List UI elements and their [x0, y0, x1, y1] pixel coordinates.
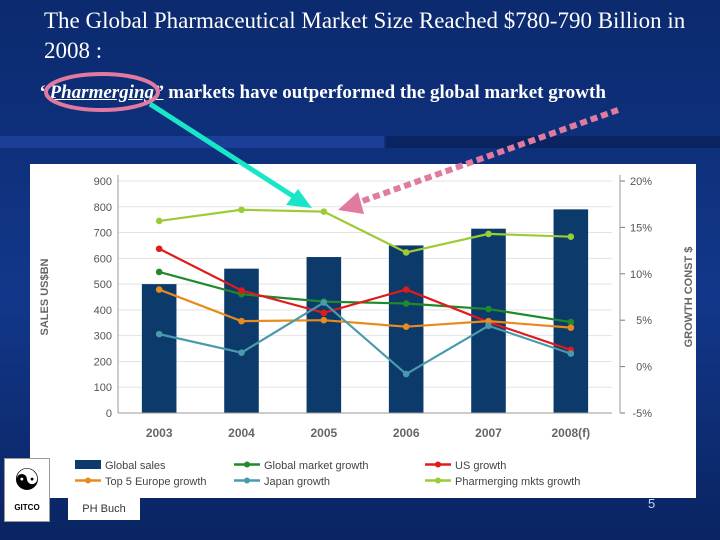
point-us-growth — [320, 309, 328, 317]
category-label: 2007 — [475, 426, 502, 440]
cyan-arrowhead — [286, 189, 312, 208]
point-us-growth — [402, 286, 410, 293]
point-top-5-europe-growth — [155, 286, 163, 293]
left-tick-label: 400 — [94, 305, 112, 317]
legend: Global sales Global market growth US growt… — [75, 460, 580, 488]
point-pharmerging-mkts-growth — [485, 230, 492, 238]
point-japan-growth — [567, 350, 575, 357]
point-top-5-europe-growth — [567, 324, 575, 331]
legend-label: Japan growth — [264, 476, 330, 488]
right-tick-label: 10% — [630, 269, 652, 281]
bar-global-sales — [306, 257, 342, 413]
legend-swatch — [75, 460, 101, 469]
point-japan-growth — [238, 349, 245, 356]
dotted-arrowhead — [338, 192, 364, 214]
category-label: 2006 — [393, 426, 420, 440]
legend-label: US growth — [455, 460, 506, 472]
left-axis-title: SALES US$BN — [39, 258, 51, 335]
cyan-arrow — [148, 101, 298, 201]
legend-swatch-marker — [435, 477, 441, 484]
right-tick-label: 20% — [630, 176, 652, 188]
point-top-5-europe-growth — [402, 323, 410, 330]
company-logo: ☯ GITCO — [4, 458, 50, 522]
left-tick-label: 100 — [94, 382, 112, 394]
subtitle-emphasis: Pharmerging” — [49, 82, 164, 103]
point-global-market-growth — [567, 318, 575, 326]
legend-label: Global sales — [105, 460, 166, 472]
left-tick-label: 300 — [94, 331, 112, 343]
line-top-5-europe-growth — [158, 288, 571, 329]
highlight-ellipse — [44, 72, 160, 112]
right-axis-title: GROWTH CONST $ — [683, 247, 695, 348]
legend-swatch-marker — [85, 477, 91, 484]
bar-global-sales — [141, 284, 177, 413]
left-tick-label: 600 — [94, 253, 112, 265]
line-pharmerging-mkts-growth — [159, 208, 571, 254]
legend-label: Top 5 Europe growth — [105, 476, 207, 488]
line-japan-growth — [158, 301, 572, 376]
point-pharmerging-mkts-growth — [402, 249, 410, 256]
point-japan-growth — [320, 299, 328, 306]
category-label: 2008(f) — [551, 426, 590, 440]
point-top-5-europe-growth — [238, 317, 245, 325]
author-label: PH Buch — [68, 498, 140, 520]
right-tick-label: -5% — [632, 408, 652, 420]
legend-swatch-marker — [244, 461, 250, 468]
category-label: 2004 — [228, 426, 255, 440]
point-pharmerging-mkts-growth — [155, 217, 163, 225]
bar-series — [141, 209, 589, 413]
annotations — [44, 72, 620, 214]
slide-title: The Global Pharmaceutical Market Size Re… — [44, 8, 686, 63]
point-global-market-growth — [402, 300, 410, 307]
right-tick-label: 5% — [636, 315, 652, 327]
divider-bar — [0, 136, 720, 148]
point-us-growth — [238, 287, 245, 294]
legend-label: Pharmerging mkts growth — [455, 476, 580, 488]
left-tick-label: 900 — [94, 176, 112, 188]
point-japan-growth — [155, 330, 163, 338]
category-label: 2003 — [146, 426, 173, 440]
right-tick-label: 0% — [636, 362, 652, 374]
category-label: 2005 — [310, 426, 337, 440]
left-tick-label: 0 — [106, 408, 112, 420]
legend-label: Global market growth — [264, 460, 369, 472]
point-global-market-growth — [155, 268, 163, 276]
page-number: 5 — [648, 496, 656, 511]
line-us-growth — [158, 247, 572, 351]
point-us-growth — [155, 245, 163, 253]
left-tick-label: 200 — [94, 356, 112, 368]
point-pharmerging-mkts-growth — [320, 208, 328, 215]
line-series-group — [155, 206, 575, 378]
legend-swatch-marker — [244, 477, 250, 484]
left-tick-label: 800 — [94, 202, 112, 214]
legend-swatch-marker — [435, 461, 441, 468]
divider-segment-left — [0, 136, 384, 148]
subtitle-rest: markets have outperformed the global mar… — [163, 82, 606, 103]
divider-segment-right — [386, 136, 720, 148]
right-tick-label: 15% — [630, 222, 652, 234]
point-pharmerging-mkts-growth — [238, 206, 245, 214]
left-tick-label: 700 — [94, 228, 112, 240]
logo-text: GITCO — [14, 503, 40, 512]
dotted-arrow — [352, 107, 620, 207]
line-global-market-growth — [158, 270, 572, 324]
point-pharmerging-mkts-growth — [567, 233, 575, 240]
axes: 0 100 200 300 400 500 600 700 800 900 -5% 0% 5% 10% 15… — [39, 175, 695, 440]
logo-mark-icon: ☯ — [13, 463, 41, 498]
point-global-market-growth — [485, 305, 492, 313]
point-japan-growth — [402, 370, 410, 378]
point-top-5-europe-growth — [485, 317, 492, 325]
point-japan-growth — [485, 322, 492, 330]
left-tick-label: 500 — [94, 279, 112, 291]
point-top-5-europe-growth — [320, 316, 328, 324]
bar-global-sales — [553, 209, 589, 413]
